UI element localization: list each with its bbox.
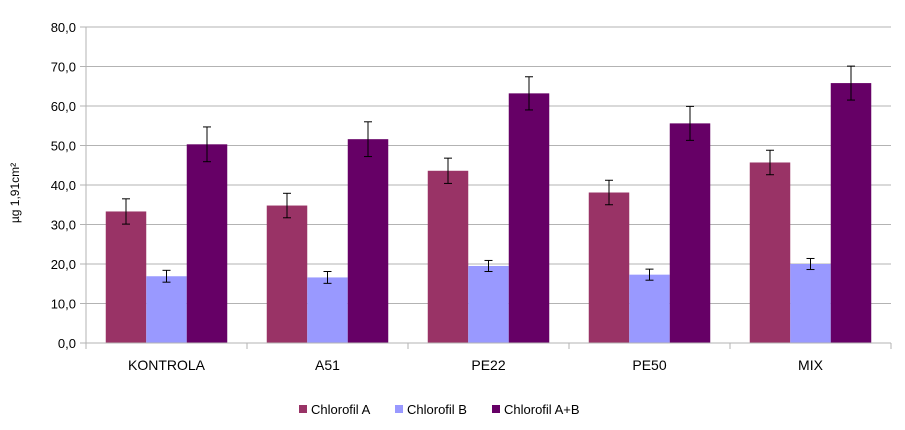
y-tick-label: 40,0: [51, 178, 76, 193]
bar: [790, 264, 831, 343]
legend-swatch: [492, 405, 500, 413]
x-category-label: A51: [315, 357, 340, 373]
x-category-label: PE22: [471, 357, 505, 373]
bar: [105, 211, 147, 343]
x-category-label: KONTROLA: [128, 357, 206, 373]
bar: [588, 192, 630, 343]
bar: [508, 93, 550, 343]
y-tick-label: 30,0: [51, 218, 76, 233]
y-tick-label: 0,0: [58, 336, 76, 351]
bar: [307, 277, 348, 343]
legend-swatch: [299, 405, 307, 413]
bar: [266, 205, 308, 343]
y-tick-label: 50,0: [51, 139, 76, 154]
bar: [830, 83, 872, 343]
y-axis-title: µg 1,91cm²: [8, 163, 22, 223]
bar: [629, 274, 670, 343]
legend-label: Chlorofil A+B: [504, 402, 580, 417]
legend-swatch: [395, 405, 403, 413]
bar: [669, 123, 711, 343]
legend-label: Chlorofil A: [311, 402, 371, 417]
bar: [146, 276, 187, 343]
y-tick-labels: 0,0 10,0 20,0 30,0 40,0 50,0 60,0 70,0 80,0: [51, 20, 76, 351]
bar: [186, 144, 228, 343]
bar: [468, 265, 509, 343]
x-category-label: PE50: [632, 357, 666, 373]
y-tick-label: 80,0: [51, 20, 76, 35]
x-category-labels: KONTROLA A51 PE22 PE50 MIX: [128, 357, 824, 373]
y-tick-label: 20,0: [51, 257, 76, 272]
x-category-label: MIX: [798, 357, 824, 373]
legend-label: Chlorofil B: [407, 402, 467, 417]
bar: [427, 170, 469, 343]
error-bars: [122, 65, 855, 284]
y-tick-label: 10,0: [51, 297, 76, 312]
axes: [85, 27, 892, 349]
y-tick-label: 60,0: [51, 99, 76, 114]
bar: [347, 139, 389, 343]
legend: Chlorofil A Chlorofil B Chlorofil A+B: [299, 402, 580, 417]
bar: [749, 162, 791, 343]
y-tick-label: 70,0: [51, 60, 76, 75]
bars: [105, 83, 872, 343]
